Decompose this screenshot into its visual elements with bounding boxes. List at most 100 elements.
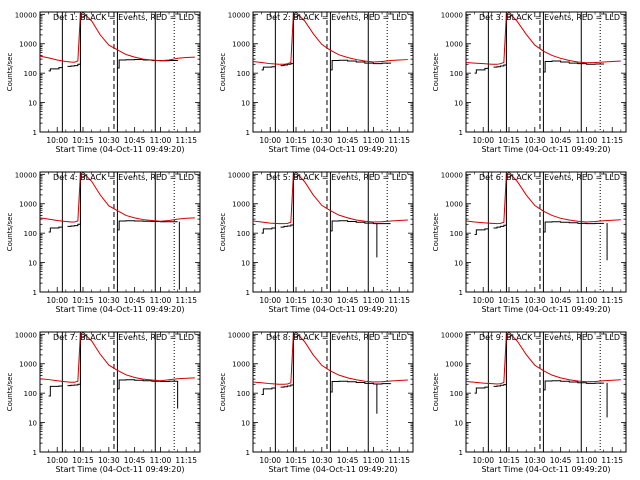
y-tick-label: 1	[459, 449, 463, 457]
events-series-line	[474, 67, 489, 74]
x-tick-label: 10:30	[98, 456, 120, 465]
y-axis-label: Counts/sec	[219, 213, 227, 252]
y-tick-label: 1	[246, 289, 250, 297]
data-point-marker	[293, 12, 299, 18]
panel-title: Det 4: BLACK = Events, RED = LLD	[53, 173, 194, 182]
events-series-line	[543, 380, 605, 391]
x-tick-label: 10:30	[524, 136, 546, 145]
events-series-line	[330, 59, 392, 71]
events-series-line	[493, 333, 507, 387]
x-tick-label: 10:45	[337, 296, 359, 305]
data-point-marker	[506, 12, 512, 18]
panel-det-2: 1 10 100 1000 10000 10:00 10:15 10:30 10:45 11:00…	[219, 11, 414, 154]
events-series-line	[48, 226, 63, 233]
x-axis-label: Start Time (04-Oct-11 09:49:20)	[268, 145, 397, 154]
events-series-line	[280, 333, 294, 388]
lld-series-line	[466, 13, 507, 65]
data-point-marker	[506, 332, 512, 338]
x-tick-label: 10:15	[285, 456, 307, 465]
y-axis-label: Counts/sec	[219, 373, 227, 412]
panel-det-5: 1 10 100 1000 10000 10:00 10:15 10:30 10:45 11:00…	[219, 171, 414, 314]
data-point-marker	[80, 332, 86, 338]
x-tick-label: 11:00	[363, 136, 385, 145]
y-tick-label: 1	[246, 129, 250, 137]
x-tick-label: 10:45	[550, 296, 572, 305]
x-axis-label: Start Time (04-Oct-11 09:49:20)	[481, 145, 610, 154]
x-tick-label: 10:30	[311, 456, 333, 465]
panel-det-8: 1 10 100 1000 10000 10:00 10:15 10:30 10:45 11:00…	[219, 331, 414, 474]
y-axis-label: Counts/sec	[432, 373, 440, 412]
events-series-line	[117, 59, 179, 69]
panel-det-4: 1 10 100 1000 10000 10:00 10:15 10:30 10:45 11:00…	[6, 171, 201, 314]
x-tick-label: 10:45	[124, 456, 146, 465]
panel-det-1: 1 10 100 1000 10000 10:00 10:15 10:30 10:45 11:00…	[6, 11, 201, 154]
panel-det-3: 1 10 100 1000 10000 10:00 10:15 10:30 10:45 11:00…	[432, 11, 627, 154]
x-tick-label: 10:00	[46, 296, 68, 305]
x-tick-label: 11:00	[576, 136, 598, 145]
panel-title: Det 8: BLACK = Events, RED = LLD	[266, 333, 407, 342]
x-tick-label: 11:00	[363, 456, 385, 465]
y-axis-label: Counts/sec	[6, 213, 14, 252]
data-point-marker	[80, 12, 86, 18]
x-tick-label: 10:00	[46, 136, 68, 145]
x-tick-label: 10:15	[72, 456, 94, 465]
data-point-marker	[599, 13, 607, 18]
x-tick-label: 10:45	[124, 136, 146, 145]
axes-frame	[39, 331, 201, 453]
panel-data	[253, 172, 408, 292]
panel-data	[466, 332, 621, 452]
x-tick-label: 11:15	[601, 296, 623, 305]
data-point-marker	[80, 172, 86, 178]
x-tick-label: 10:15	[498, 296, 520, 305]
x-tick-label: 10:15	[498, 456, 520, 465]
y-tick-label: 10	[454, 100, 463, 108]
x-tick-label: 10:15	[72, 136, 94, 145]
y-tick-label: 1	[33, 289, 37, 297]
x-tick-label: 11:15	[175, 296, 197, 305]
x-axis-label: Start Time (04-Oct-11 09:49:20)	[55, 305, 184, 314]
panel-data	[40, 172, 195, 292]
lld-series-line	[510, 333, 621, 383]
axes-frame	[39, 11, 201, 133]
y-tick-label: 100	[24, 390, 37, 398]
x-tick-label: 10:00	[259, 136, 281, 145]
events-series-line	[280, 173, 294, 228]
lld-series-line	[84, 13, 195, 62]
lld-series-line	[253, 333, 294, 385]
y-tick-label: 100	[237, 230, 250, 238]
events-series-line	[493, 173, 507, 229]
x-tick-label: 10:30	[98, 296, 120, 305]
y-tick-label: 1	[33, 449, 37, 457]
x-tick-label: 10:15	[285, 296, 307, 305]
panel-data	[40, 12, 195, 132]
y-tick-label: 1000	[445, 201, 463, 209]
axes-frame	[252, 11, 414, 133]
panel-data	[253, 12, 408, 132]
lld-series-line	[40, 13, 81, 63]
panel-title: Det 6: BLACK = Events, RED = LLD	[479, 173, 620, 182]
y-tick-label: 10000	[15, 331, 37, 339]
data-point-marker	[386, 13, 394, 18]
data-point-marker	[506, 172, 512, 178]
axes-frame	[465, 171, 627, 293]
events-series-line	[280, 13, 294, 67]
panel-title: Det 2: BLACK = Events, RED = LLD	[266, 13, 407, 22]
events-series-line	[543, 60, 605, 73]
y-tick-label: 10	[28, 420, 37, 428]
y-tick-label: 1000	[445, 41, 463, 49]
x-axis-label: Start Time (04-Oct-11 09:49:20)	[268, 465, 397, 474]
lld-series-line	[297, 13, 408, 63]
x-tick-label: 10:00	[46, 456, 68, 465]
y-tick-label: 10	[454, 420, 463, 428]
x-axis-label: Start Time (04-Oct-11 09:49:20)	[481, 305, 610, 314]
x-tick-label: 10:30	[524, 296, 546, 305]
lld-series-line	[297, 173, 408, 223]
y-tick-label: 10000	[15, 11, 37, 19]
x-tick-label: 11:00	[150, 136, 172, 145]
events-series-line	[543, 221, 605, 233]
y-tick-label: 100	[237, 390, 250, 398]
panel-title: Det 9: BLACK = Events, RED = LLD	[479, 333, 620, 342]
x-tick-label: 11:15	[175, 456, 197, 465]
y-tick-label: 10000	[15, 171, 37, 179]
